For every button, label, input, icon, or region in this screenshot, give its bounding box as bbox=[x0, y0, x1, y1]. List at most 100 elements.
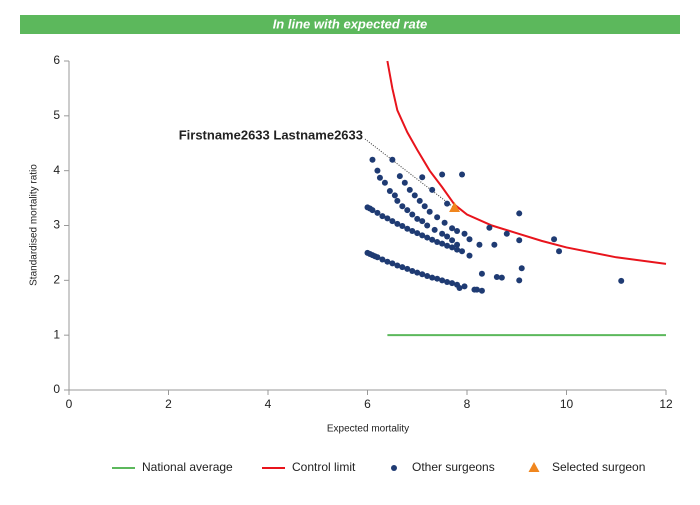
point bbox=[516, 210, 523, 217]
point bbox=[399, 203, 406, 210]
point bbox=[486, 224, 493, 231]
point bbox=[434, 238, 441, 245]
point bbox=[379, 256, 386, 263]
point bbox=[444, 200, 451, 207]
banner-text: In line with expected rate bbox=[273, 16, 428, 31]
point bbox=[384, 215, 391, 222]
point bbox=[406, 186, 413, 193]
point bbox=[503, 230, 510, 237]
point bbox=[466, 236, 473, 243]
point bbox=[449, 237, 456, 244]
point bbox=[431, 226, 438, 233]
point bbox=[404, 225, 411, 232]
point bbox=[439, 230, 446, 237]
point bbox=[429, 274, 436, 281]
point bbox=[461, 230, 468, 237]
point bbox=[419, 218, 426, 225]
point bbox=[491, 241, 498, 248]
point bbox=[449, 244, 456, 251]
point bbox=[478, 287, 485, 294]
legend-swatch bbox=[391, 465, 397, 471]
annotation: Firstname2633 Lastname2633 bbox=[179, 127, 363, 142]
x-tick-label: 6 bbox=[364, 397, 371, 411]
point bbox=[399, 223, 406, 230]
series-line bbox=[386, 60, 667, 265]
point bbox=[456, 285, 463, 292]
point bbox=[424, 272, 431, 279]
point bbox=[399, 264, 406, 271]
point bbox=[444, 242, 451, 249]
point bbox=[618, 277, 625, 284]
point bbox=[444, 233, 451, 240]
point bbox=[409, 211, 416, 218]
point bbox=[476, 241, 483, 248]
point bbox=[471, 286, 478, 293]
point bbox=[369, 156, 376, 163]
point bbox=[394, 262, 401, 269]
point bbox=[556, 248, 563, 255]
point bbox=[493, 274, 500, 281]
point bbox=[416, 197, 423, 204]
point bbox=[419, 174, 426, 181]
point bbox=[441, 219, 448, 226]
y-tick-label: 2 bbox=[53, 273, 60, 287]
point bbox=[518, 265, 525, 272]
point bbox=[449, 225, 456, 232]
point bbox=[454, 241, 461, 248]
y-axis-label: Standardised mortality ratio bbox=[29, 164, 40, 286]
point bbox=[396, 173, 403, 180]
point bbox=[454, 227, 461, 234]
point bbox=[409, 268, 416, 275]
point bbox=[439, 171, 446, 178]
point bbox=[421, 203, 428, 210]
y-tick-label: 4 bbox=[53, 163, 60, 177]
point bbox=[374, 209, 381, 216]
point bbox=[439, 240, 446, 247]
point bbox=[459, 248, 466, 255]
point bbox=[426, 208, 433, 215]
legend-label: Control limit bbox=[292, 460, 356, 474]
point bbox=[434, 275, 441, 282]
point bbox=[429, 186, 436, 193]
point bbox=[454, 246, 461, 253]
point bbox=[449, 201, 461, 212]
point bbox=[376, 174, 383, 181]
point bbox=[459, 171, 466, 178]
point bbox=[379, 213, 386, 220]
point bbox=[414, 269, 421, 276]
y-tick-label: 6 bbox=[53, 53, 60, 67]
point bbox=[478, 270, 485, 277]
point bbox=[498, 274, 505, 281]
point bbox=[401, 179, 408, 186]
point bbox=[386, 187, 393, 194]
point bbox=[369, 207, 376, 214]
legend-label: Other surgeons bbox=[412, 460, 495, 474]
point bbox=[516, 237, 523, 244]
legend-label: National average bbox=[142, 460, 233, 474]
point bbox=[414, 215, 421, 222]
x-tick-label: 12 bbox=[659, 397, 673, 411]
point bbox=[419, 271, 426, 278]
point bbox=[434, 214, 441, 221]
x-tick-label: 10 bbox=[560, 397, 574, 411]
y-tick-label: 3 bbox=[53, 218, 60, 232]
legend-label: Selected surgeon bbox=[552, 460, 645, 474]
x-axis-label: Expected mortality bbox=[327, 424, 409, 435]
x-tick-label: 4 bbox=[265, 397, 272, 411]
point bbox=[461, 283, 468, 290]
point bbox=[374, 254, 381, 261]
x-tick-label: 2 bbox=[165, 397, 172, 411]
point bbox=[391, 192, 398, 199]
point bbox=[411, 192, 418, 199]
point bbox=[389, 260, 396, 267]
point bbox=[389, 156, 396, 163]
y-tick-label: 1 bbox=[53, 327, 60, 341]
point bbox=[551, 236, 558, 243]
point bbox=[466, 252, 473, 259]
point bbox=[381, 179, 388, 186]
legend-swatch bbox=[528, 462, 540, 472]
point bbox=[424, 222, 431, 229]
banner-bar bbox=[20, 15, 680, 34]
point bbox=[429, 236, 436, 243]
